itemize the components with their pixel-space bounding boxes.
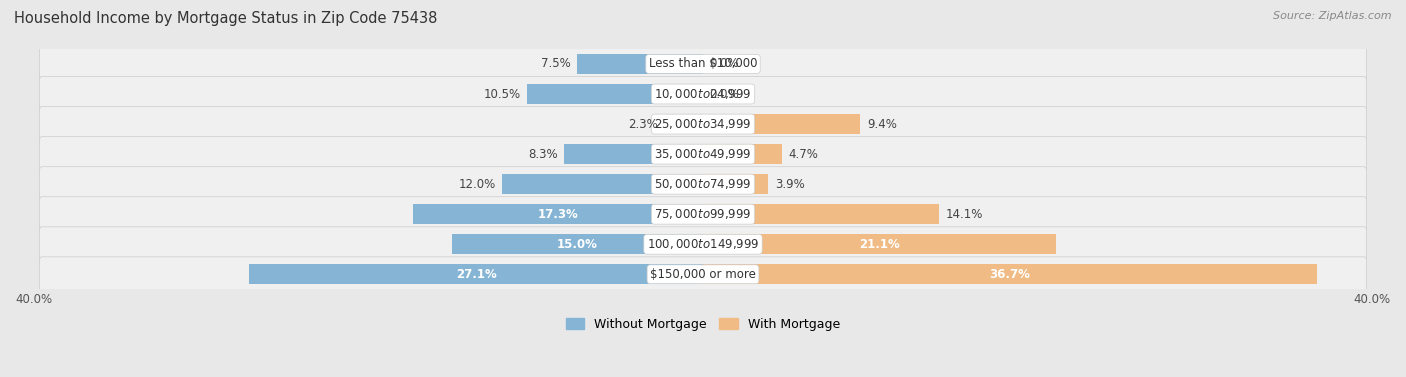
FancyBboxPatch shape xyxy=(39,167,1367,202)
FancyBboxPatch shape xyxy=(39,197,1367,231)
Bar xyxy=(502,174,703,195)
Text: $50,000 to $74,999: $50,000 to $74,999 xyxy=(654,177,752,191)
Text: $75,000 to $99,999: $75,000 to $99,999 xyxy=(654,207,752,221)
Text: Household Income by Mortgage Status in Zip Code 75438: Household Income by Mortgage Status in Z… xyxy=(14,11,437,26)
Text: $35,000 to $49,999: $35,000 to $49,999 xyxy=(654,147,752,161)
Text: 14.1%: 14.1% xyxy=(946,208,983,221)
FancyBboxPatch shape xyxy=(39,137,1367,172)
Text: 0.0%: 0.0% xyxy=(710,57,740,70)
Bar xyxy=(703,144,782,164)
Text: 7.5%: 7.5% xyxy=(541,57,571,70)
Text: 2.3%: 2.3% xyxy=(628,118,658,130)
Bar xyxy=(703,234,1056,254)
Text: 12.0%: 12.0% xyxy=(458,178,495,191)
Text: 17.3%: 17.3% xyxy=(538,208,579,221)
Text: 0.0%: 0.0% xyxy=(710,87,740,101)
FancyBboxPatch shape xyxy=(39,227,1367,262)
Text: 8.3%: 8.3% xyxy=(527,147,557,161)
Text: Less than $10,000: Less than $10,000 xyxy=(648,57,758,70)
Text: 10.5%: 10.5% xyxy=(484,87,520,101)
Bar xyxy=(703,114,860,134)
Text: 4.7%: 4.7% xyxy=(789,147,818,161)
Bar xyxy=(413,204,703,224)
Text: 15.0%: 15.0% xyxy=(557,238,598,251)
Text: $25,000 to $34,999: $25,000 to $34,999 xyxy=(654,117,752,131)
Text: $150,000 or more: $150,000 or more xyxy=(650,268,756,281)
Text: 9.4%: 9.4% xyxy=(868,118,897,130)
Text: $10,000 to $24,999: $10,000 to $24,999 xyxy=(654,87,752,101)
Bar xyxy=(249,264,703,285)
FancyBboxPatch shape xyxy=(39,107,1367,141)
Text: 36.7%: 36.7% xyxy=(990,268,1031,281)
Bar xyxy=(578,54,703,74)
FancyBboxPatch shape xyxy=(39,77,1367,112)
Bar xyxy=(703,264,1317,285)
Legend: Without Mortgage, With Mortgage: Without Mortgage, With Mortgage xyxy=(561,313,845,336)
Text: $100,000 to $149,999: $100,000 to $149,999 xyxy=(647,237,759,251)
Bar xyxy=(527,84,703,104)
FancyBboxPatch shape xyxy=(39,257,1367,292)
Bar xyxy=(703,174,768,195)
Bar xyxy=(564,144,703,164)
Bar xyxy=(665,114,703,134)
Text: 27.1%: 27.1% xyxy=(456,268,496,281)
Text: Source: ZipAtlas.com: Source: ZipAtlas.com xyxy=(1274,11,1392,21)
Text: 3.9%: 3.9% xyxy=(775,178,804,191)
Text: 21.1%: 21.1% xyxy=(859,238,900,251)
Bar xyxy=(703,204,939,224)
FancyBboxPatch shape xyxy=(39,46,1367,81)
Bar xyxy=(451,234,703,254)
